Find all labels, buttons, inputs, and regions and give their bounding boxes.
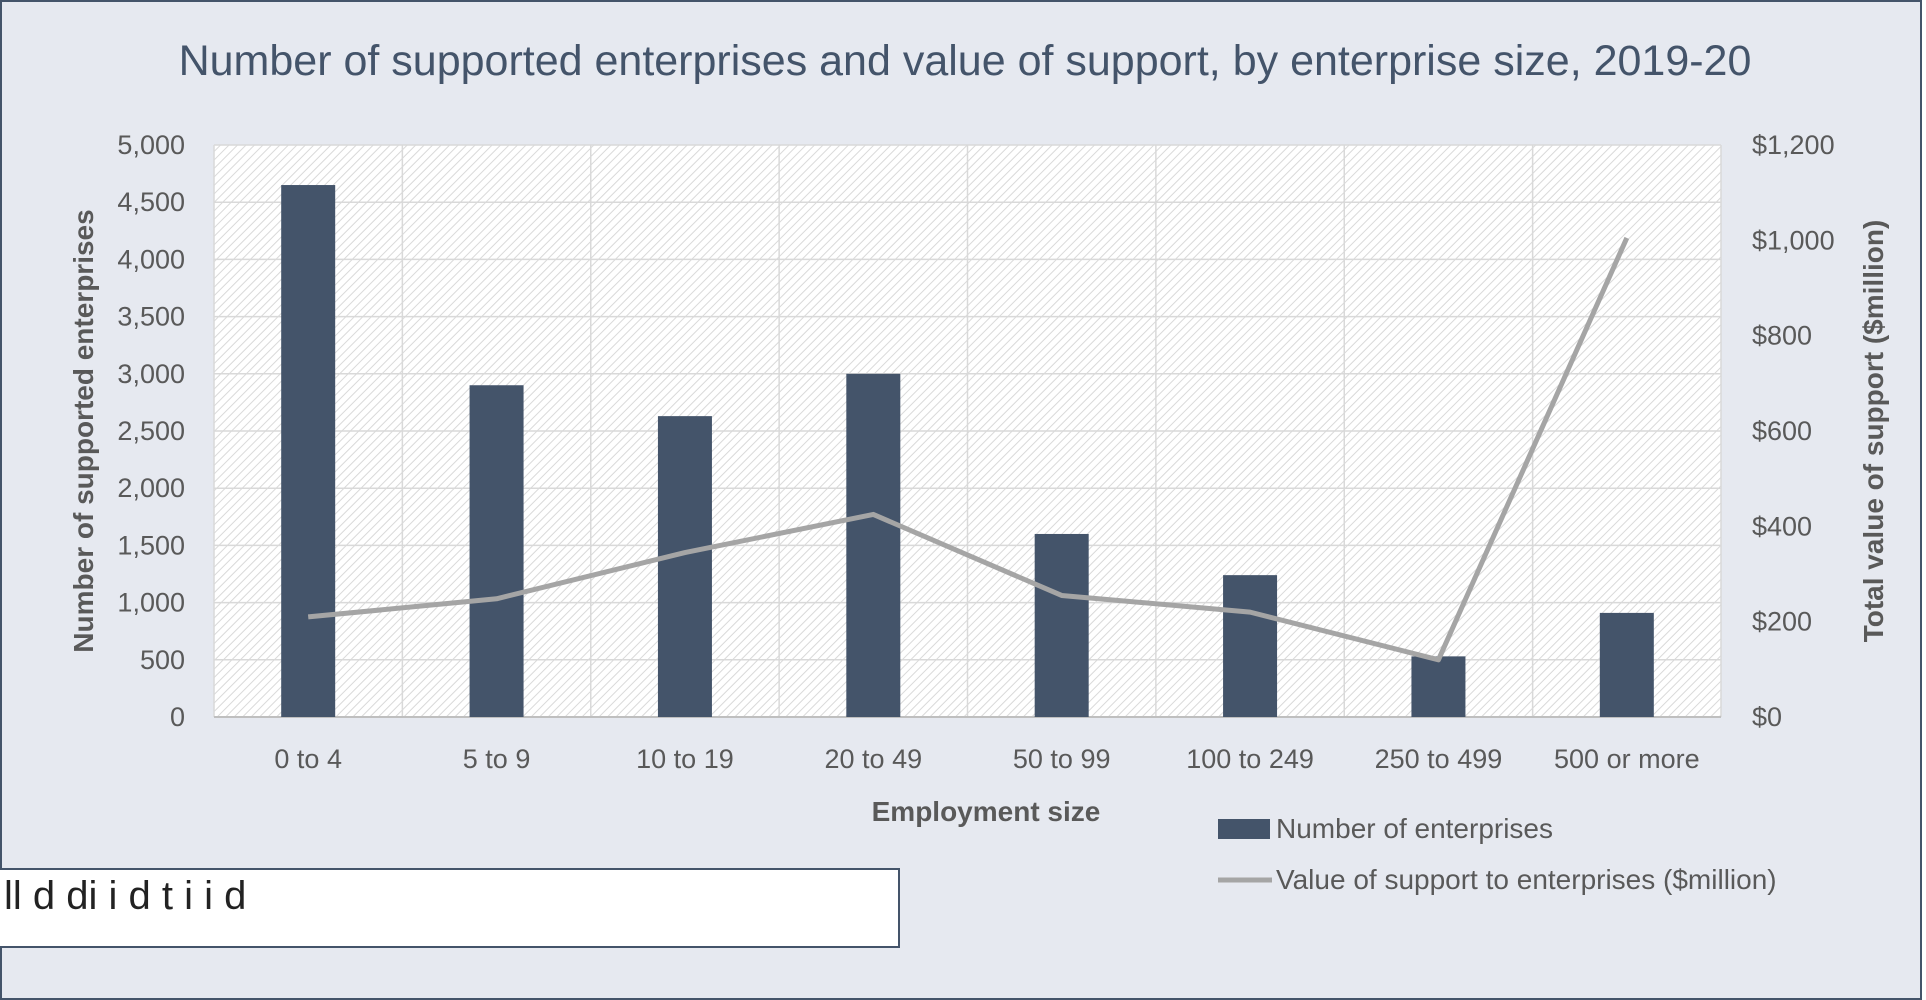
overlapping-text: ll d di i d t i i d	[4, 874, 247, 918]
y-tick-label: 5,000	[117, 130, 185, 160]
x-tick-label: 20 to 49	[825, 744, 923, 774]
x-tick-label: 0 to 4	[274, 744, 342, 774]
bar-100-to-249	[1223, 575, 1278, 717]
y2-tick-label: $1,000	[1752, 225, 1835, 255]
y2-tick-label: $400	[1752, 511, 1812, 541]
y2-tick-label: $800	[1752, 321, 1812, 351]
chart-title: Number of supported enterprises and valu…	[179, 37, 1752, 85]
bar-250-to-499	[1411, 656, 1466, 717]
y2-axis-title: Total value of support ($million)	[1858, 220, 1889, 643]
y-tick-label: 4,000	[117, 244, 185, 274]
combo-chart: 0 500 1,000 1,500 2,000 2,500 3,000 3,500 4,000 4…	[68, 37, 1889, 895]
value-of-support-line	[307, 236, 1630, 663]
bar-series	[281, 185, 1654, 718]
y2-tick-label: $200	[1752, 607, 1812, 637]
y-tick-label: 3,500	[117, 302, 185, 332]
legend-bar-swatch	[1218, 819, 1270, 839]
y-tick-label: 0	[170, 702, 185, 732]
x-tick-label: 500 or more	[1554, 744, 1700, 774]
y2-tick-label: $1,200	[1752, 130, 1835, 160]
y-axis-title: Number of supported enterprises	[68, 209, 99, 652]
y-tick-label: 2,000	[117, 473, 185, 503]
x-tick-label: 50 to 99	[1013, 744, 1111, 774]
bar-5-to-9	[469, 385, 524, 717]
y-tick-label: 500	[140, 645, 185, 675]
y-tick-label: 2,500	[117, 416, 185, 446]
bar-10-to-19	[657, 416, 712, 717]
y-tick-label: 3,000	[117, 359, 185, 389]
overlapping-text-box: ll d di i d t i i d	[0, 868, 900, 948]
y2-tick-label: $600	[1752, 416, 1812, 446]
x-tick-label: 250 to 499	[1375, 744, 1503, 774]
right-axis-ticks: $0 $200 $400 $600 $800 $1,000 $1,200	[1752, 130, 1835, 732]
y-tick-label: 4,500	[117, 187, 185, 217]
x-axis-title: Employment size	[872, 796, 1101, 827]
x-tick-label: 100 to 249	[1186, 744, 1314, 774]
y2-tick-label: $0	[1752, 702, 1782, 732]
legend-label-value: Value of support to enterprises ($millio…	[1276, 864, 1777, 895]
gridlines	[213, 144, 1722, 718]
bar-0-to-4	[281, 185, 336, 718]
y-tick-label: 1,000	[117, 588, 185, 618]
y-tick-label: 1,500	[117, 530, 185, 560]
category-axis-ticks: 0 to 4 5 to 9 10 to 19 20 to 49 50 to 99 100 …	[274, 744, 1699, 774]
left-axis-ticks: 0 500 1,000 1,500 2,000 2,500 3,000 3,500 4,000 4…	[117, 130, 185, 732]
bar-20-to-49	[846, 373, 901, 717]
bar-500-or-more	[1599, 612, 1654, 717]
x-tick-label: 5 to 9	[463, 744, 531, 774]
x-tick-label: 10 to 19	[636, 744, 734, 774]
bar-50-to-99	[1034, 533, 1089, 717]
legend: Number of enterprises Value of support t…	[1218, 813, 1777, 895]
legend-label-enterprises: Number of enterprises	[1276, 813, 1553, 844]
